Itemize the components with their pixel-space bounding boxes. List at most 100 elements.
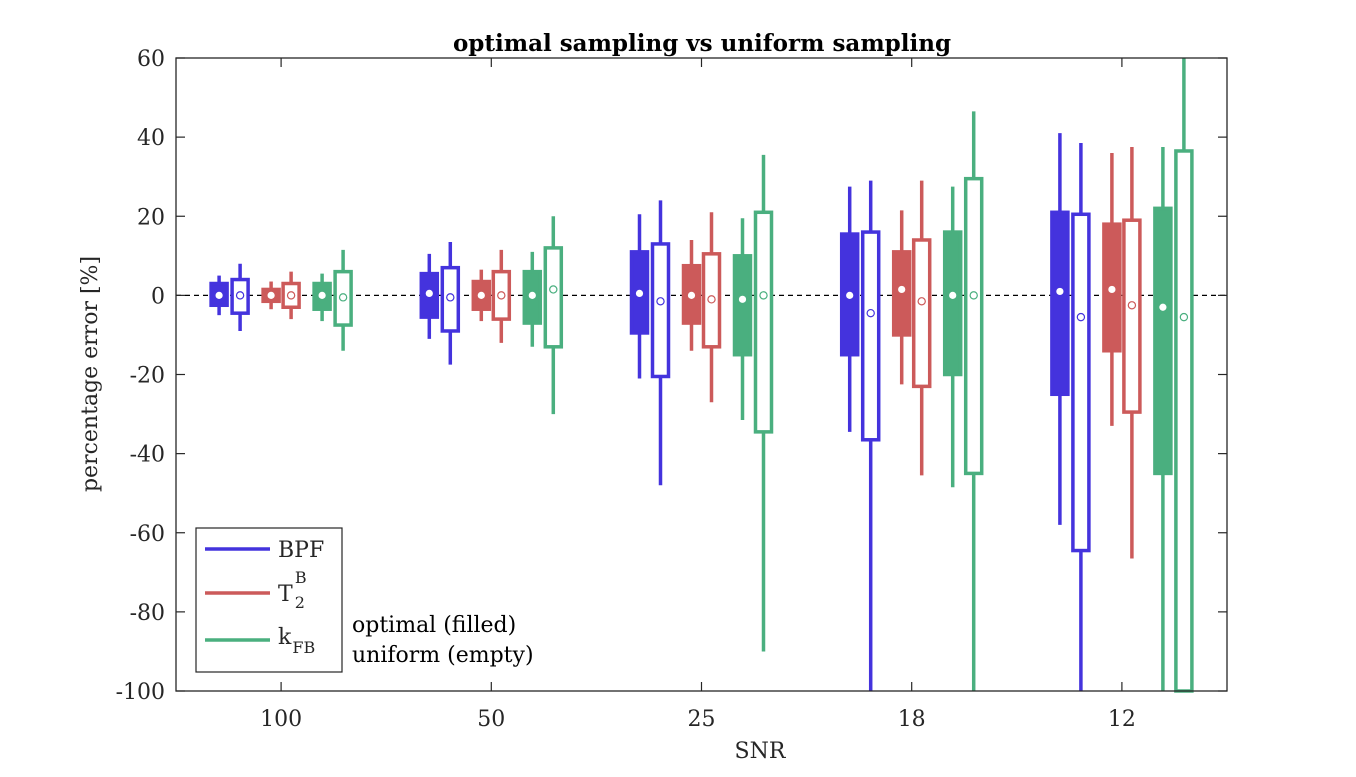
y-tick-label: -100 — [116, 680, 165, 705]
legend-kfb-base: k — [278, 625, 292, 650]
box-kfb-uniform-snr-100 — [333, 249, 353, 351]
mean-marker — [846, 291, 854, 299]
box-kfb-uniform-snr-50 — [543, 216, 564, 415]
mean-marker — [1108, 285, 1116, 294]
mean-marker — [215, 291, 223, 299]
mean-marker — [286, 291, 296, 300]
mean-marker — [759, 291, 768, 300]
y-axis-label: percentage error [%] — [78, 256, 103, 492]
x-tick-label: 12 — [1108, 707, 1136, 732]
box-iqr — [942, 230, 963, 377]
box-iqr — [701, 252, 722, 349]
legend-label-kfb: kFB — [278, 625, 315, 657]
mean-marker — [1076, 312, 1086, 322]
mean-marker — [425, 289, 433, 297]
mean-marker — [318, 291, 326, 299]
mean-marker — [707, 295, 716, 304]
box-iqr — [230, 277, 250, 315]
box-iqr — [911, 238, 932, 389]
box-bpf-uniform-snr-50 — [440, 241, 461, 365]
chart-title-text: optimal sampling vs uniform sampling — [453, 30, 951, 57]
mean-marker — [497, 291, 506, 300]
legend-t2b-sub: 2 — [295, 593, 305, 612]
box-iqr — [1071, 212, 1091, 553]
box-iqr — [543, 246, 564, 349]
box-iqr — [281, 281, 301, 309]
mean-marker — [917, 297, 926, 306]
mean-marker — [635, 289, 644, 297]
box-bpf-optimal-snr-25 — [629, 214, 650, 379]
x-axis-label: SNR — [735, 739, 787, 764]
box-t2b-uniform-snr-12 — [1122, 147, 1142, 559]
box-layer — [209, 58, 1194, 693]
mean-marker — [446, 293, 455, 302]
y-tick-label: 0 — [151, 284, 165, 309]
y-tick-label: -80 — [130, 601, 165, 626]
y-tick-label: -40 — [130, 443, 165, 468]
box-kfb-uniform-snr-12 — [1174, 58, 1194, 693]
y-tick-label: 20 — [137, 205, 165, 230]
y-tick-label: -60 — [130, 522, 165, 547]
box-kfb-optimal-snr-18 — [942, 186, 963, 488]
box-kfb-optimal-snr-12 — [1153, 147, 1173, 691]
box-t2b-optimal-snr-18 — [891, 210, 912, 385]
box-t2b-uniform-snr-100 — [281, 271, 301, 320]
mean-marker — [267, 291, 275, 299]
mean-marker — [738, 295, 747, 303]
mean-marker — [866, 308, 875, 318]
box-iqr — [650, 242, 671, 379]
box-iqr — [732, 254, 753, 357]
x-tick-label: 18 — [898, 707, 926, 732]
mean-marker — [898, 285, 906, 294]
box-t2b-uniform-snr-18 — [911, 180, 932, 476]
box-bpf-optimal-snr-50 — [419, 253, 440, 339]
box-bpf-optimal-snr-100 — [209, 275, 229, 316]
box-t2b-optimal-snr-12 — [1102, 152, 1122, 426]
mean-marker — [1056, 287, 1064, 296]
box-iqr — [963, 176, 984, 476]
legend-kfb-sub: FB — [292, 638, 315, 657]
y-tick-label: -20 — [130, 364, 165, 389]
legend: BPF T 2 B kFB — [195, 527, 343, 673]
mean-marker — [1127, 301, 1137, 310]
box-bpf-uniform-snr-100 — [230, 263, 250, 331]
box-iqr — [491, 269, 512, 321]
box-t2b-uniform-snr-25 — [701, 212, 722, 403]
mean-marker — [1179, 312, 1189, 322]
x-tick-label: 50 — [477, 707, 505, 732]
box-kfb-optimal-snr-25 — [732, 218, 753, 420]
mean-marker — [687, 291, 696, 299]
legend-label-t2b: T 2 B — [278, 568, 307, 612]
mean-marker — [235, 291, 245, 300]
box-iqr — [753, 210, 774, 434]
box-bpf-uniform-snr-25 — [650, 200, 671, 486]
box-kfb-uniform-snr-25 — [753, 154, 774, 652]
box-iqr — [1174, 149, 1194, 693]
legend-label-bpf: BPF — [278, 538, 324, 563]
mean-marker — [1159, 303, 1167, 311]
box-iqr — [333, 269, 353, 327]
box-t2b-optimal-snr-50 — [471, 269, 492, 322]
box-iqr — [1153, 206, 1173, 476]
mean-marker — [338, 293, 348, 302]
box-t2b-uniform-snr-50 — [491, 249, 512, 343]
box-bpf-optimal-snr-18 — [839, 186, 860, 432]
x-tick-label: 25 — [688, 707, 716, 732]
box-kfb-uniform-snr-18 — [963, 111, 984, 691]
box-t2b-optimal-snr-100 — [261, 281, 281, 310]
box-bpf-uniform-snr-18 — [860, 180, 881, 691]
box-bpf-optimal-snr-12 — [1050, 133, 1070, 525]
box-iqr — [891, 250, 912, 337]
y-axis: 60 40 20 0 -20 -40 -60 -80 -100 — [116, 47, 1227, 705]
mean-marker — [656, 297, 665, 306]
box-iqr — [440, 265, 461, 333]
y-tick-label: 60 — [137, 47, 165, 72]
mean-marker — [949, 291, 957, 299]
mean-marker — [477, 291, 485, 299]
x-axis: 100 50 25 18 12 — [260, 58, 1136, 732]
mean-marker — [969, 291, 978, 300]
legend-box — [195, 527, 343, 673]
box-iqr — [1050, 210, 1070, 397]
box-kfb-optimal-snr-50 — [522, 251, 543, 347]
